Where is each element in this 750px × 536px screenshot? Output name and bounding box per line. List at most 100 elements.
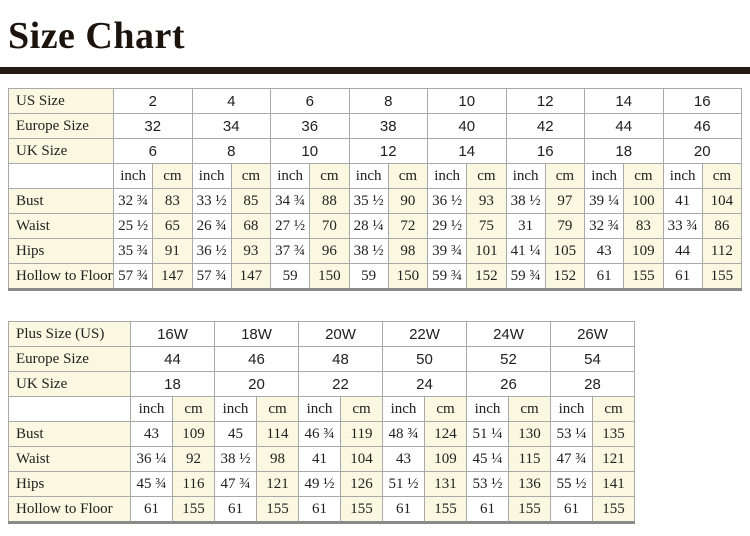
cm-value-cell: 112 [701, 238, 743, 264]
cm-value-cell: 135 [592, 421, 635, 447]
inch-value-cell: 57 ¾ [112, 263, 154, 290]
size-row: UK Size 18 20 22 24 26 28 [8, 371, 635, 397]
cm-value-cell: 98 [387, 238, 429, 264]
size-value-cell: 8 [348, 88, 428, 114]
cm-value-cell: 150 [387, 263, 429, 290]
inch-value-cell: 27 ½ [269, 213, 311, 239]
plus-size-table-grid: Plus Size (US) 16W 18W 20W 22W 24W 26W Europe S… [8, 321, 635, 524]
cm-value-cell: 155 [623, 263, 664, 290]
cm-value-cell: 101 [466, 238, 507, 264]
inch-value-cell: 41 [298, 446, 341, 472]
size-row: US Size 2 4 6 8 10 12 14 16 [8, 88, 742, 114]
size-row: Plus Size (US) 16W 18W 20W 22W 24W 26W [8, 321, 635, 347]
size-value-cell: 46 [214, 346, 299, 372]
cm-value-cell: 155 [701, 263, 743, 290]
inch-value-cell: 44 [662, 238, 703, 264]
size-value-cell: 18 [584, 138, 664, 164]
cm-value-cell: 91 [152, 238, 193, 264]
size-value-cell: 24W [466, 321, 551, 347]
blank-cell [8, 396, 131, 422]
row-label: Hips [8, 238, 114, 264]
cm-value-cell: 124 [424, 421, 467, 447]
size-value-cell: 16 [505, 138, 585, 164]
row-label: UK Size [8, 138, 114, 164]
unit-cm-header: cm [592, 396, 635, 422]
unit-cm-header: cm [230, 163, 272, 189]
cm-value-cell: 93 [230, 238, 272, 264]
inch-value-cell: 41 ¼ [505, 238, 546, 264]
size-value-cell: 40 [427, 113, 507, 139]
inch-value-cell: 31 [505, 213, 546, 239]
inch-value-cell: 41 [662, 188, 703, 214]
cm-value-cell: 83 [623, 213, 664, 239]
inch-value-cell: 59 ¾ [505, 263, 546, 290]
inch-value-cell: 59 [348, 263, 389, 290]
cm-value-cell: 88 [309, 188, 350, 214]
cm-value-cell: 70 [309, 213, 350, 239]
blank-cell [8, 163, 114, 189]
unit-cm-header: cm [172, 396, 215, 422]
size-value-cell: 26W [550, 321, 635, 347]
size-value-cell: 18W [214, 321, 299, 347]
cm-value-cell: 155 [256, 496, 299, 523]
unit-inch-header: inch [466, 396, 509, 422]
unit-inch-header: inch [269, 163, 311, 189]
unit-cm-header: cm [466, 163, 507, 189]
cm-value-cell: 136 [508, 471, 551, 497]
cm-value-cell: 97 [544, 188, 586, 214]
size-value-cell: 4 [191, 88, 271, 114]
cm-value-cell: 147 [230, 263, 272, 290]
size-value-cell: 38 [348, 113, 428, 139]
cm-value-cell: 75 [466, 213, 507, 239]
size-value-cell: 2 [113, 88, 193, 114]
size-value-cell: 54 [550, 346, 635, 372]
plus-size-table: Plus Size (US) 16W 18W 20W 22W 24W 26W Europe S… [8, 321, 635, 524]
inch-value-cell: 28 ¼ [348, 213, 389, 239]
cm-value-cell: 116 [172, 471, 215, 497]
cm-value-cell: 104 [701, 188, 743, 214]
size-value-cell: 44 [130, 346, 215, 372]
standard-size-table: US Size 2 4 6 8 10 12 14 16 Europe Size 32 34 36 38 40… [8, 88, 743, 291]
row-label: Europe Size [8, 346, 131, 372]
cm-value-cell: 141 [592, 471, 635, 497]
size-value-cell: 18 [130, 371, 215, 397]
cm-value-cell: 72 [387, 213, 429, 239]
size-row: Europe Size 44 46 48 50 52 54 [8, 346, 635, 372]
size-value-cell: 48 [298, 346, 383, 372]
cm-value-cell: 109 [172, 421, 215, 447]
inch-value-cell: 51 ½ [382, 471, 425, 497]
inch-value-cell: 43 [130, 421, 173, 447]
inch-value-cell: 35 ½ [348, 188, 389, 214]
size-value-cell: 50 [382, 346, 467, 372]
unit-cm-header: cm [387, 163, 429, 189]
inch-value-cell: 61 [550, 496, 593, 523]
unit-inch-header: inch [550, 396, 593, 422]
cm-value-cell: 152 [466, 263, 507, 290]
size-value-cell: 34 [191, 113, 271, 139]
size-value-cell: 52 [466, 346, 551, 372]
size-value-cell: 46 [662, 113, 742, 139]
cm-value-cell: 155 [508, 496, 551, 523]
inch-value-cell: 47 ¾ [550, 446, 593, 472]
size-value-cell: 20 [214, 371, 299, 397]
cm-value-cell: 114 [256, 421, 299, 447]
inch-value-cell: 61 [214, 496, 257, 523]
row-label: Hips [8, 471, 131, 497]
unit-cm-header: cm [508, 396, 551, 422]
row-label: US Size [8, 88, 114, 114]
inch-value-cell: 33 ¾ [662, 213, 703, 239]
unit-cm-header: cm [544, 163, 586, 189]
inch-value-cell: 38 ½ [214, 446, 257, 472]
inch-value-cell: 38 ½ [505, 188, 546, 214]
unit-cm-header: cm [256, 396, 299, 422]
title-divider-bar [0, 67, 750, 74]
size-value-cell: 6 [270, 88, 350, 114]
cm-value-cell: 130 [508, 421, 551, 447]
cm-value-cell: 92 [172, 446, 215, 472]
unit-cm-header: cm [309, 163, 350, 189]
size-value-cell: 16 [662, 88, 742, 114]
cm-value-cell: 109 [424, 446, 467, 472]
inch-value-cell: 39 ¾ [426, 238, 468, 264]
inch-value-cell: 45 ¼ [466, 446, 509, 472]
